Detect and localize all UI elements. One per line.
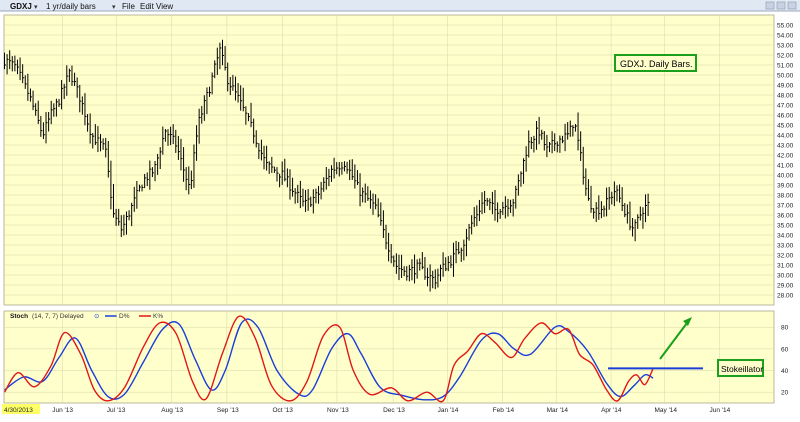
stokeillator-label: Stokeillator [721, 364, 763, 374]
price-annotation-box: GDXJ. Daily Bars. [614, 54, 697, 72]
price-tick-label: 42.00 [777, 153, 794, 160]
stochastic-axis: 20 40 60 80 [781, 325, 789, 397]
price-tick-label: 49.00 [777, 83, 794, 90]
indicator-params: (14, 7, 7) Delayed [32, 313, 84, 320]
up-arrow-icon [659, 317, 692, 360]
stokeillator-label-box: Stokeillator [717, 359, 764, 377]
chevron-down-icon: ▾ [112, 4, 116, 11]
x-axis: 4/30/2013 Jun '13 Jul '13 Aug '13 Sep '13 Oct… [2, 404, 731, 414]
price-tick-label: 44.00 [777, 133, 794, 140]
x-tick-label: 4/30/2013 [4, 407, 33, 414]
price-tick-label: 53.00 [777, 43, 794, 50]
menu-edit[interactable]: Edit [140, 2, 155, 11]
start-date-highlight [2, 404, 40, 414]
symbol-dropdown[interactable]: GDXJ ▾ [10, 2, 38, 11]
x-tick-label: Nov '13 [327, 407, 349, 414]
price-tick-label: 37.00 [777, 203, 794, 210]
price-tick-label: 31.00 [777, 263, 794, 270]
price-annotation-text: GDXJ. Daily Bars. [620, 59, 693, 69]
price-tick-label: 28.00 [777, 293, 794, 300]
legend-d-label: D% [119, 313, 130, 320]
x-tick-label: Feb '14 [493, 407, 515, 414]
price-tick-label: 34.00 [777, 233, 794, 240]
price-tick-label: 52.00 [777, 53, 794, 60]
stoch-tick-label: 20 [781, 390, 789, 397]
stoch-tick-label: 60 [781, 346, 789, 353]
x-tick-label: Jan '14 [438, 407, 459, 414]
stoch-series-k [3, 315, 654, 403]
timeframe-dropdown[interactable]: 1 yr/daily bars ▾ [46, 2, 116, 11]
x-tick-label: Sep '13 [217, 407, 239, 414]
price-tick-label: 50.00 [777, 73, 794, 80]
stoch-tick-label: 80 [781, 325, 789, 332]
price-tick-label: 35.00 [777, 223, 794, 230]
window-controls [765, 1, 797, 10]
x-tick-label: Apr '14 [601, 407, 622, 414]
close-icon[interactable] [787, 1, 797, 10]
maximize-icon[interactable] [776, 1, 786, 10]
price-tick-label: 41.00 [777, 163, 794, 170]
price-tick-label: 55.00 [777, 23, 794, 30]
timeframe-label: 1 yr/daily bars [46, 2, 96, 11]
x-tick-label: Aug '13 [161, 407, 183, 414]
menu-view[interactable]: View [156, 2, 173, 11]
stochastic-header: Stoch (14, 7, 7) Delayed ⊙ D% K% [10, 313, 163, 320]
x-tick-label: May '14 [654, 407, 677, 414]
price-tick-label: 54.00 [777, 33, 794, 40]
menu-file[interactable]: File [122, 2, 135, 11]
price-bars [4, 39, 650, 292]
stoch-tick-label: 40 [781, 368, 789, 375]
price-tick-label: 32.00 [777, 253, 794, 260]
price-tick-label: 46.00 [777, 113, 794, 120]
indicator-name: Stoch [10, 313, 28, 320]
stoch-settings-icon[interactable]: ⊙ [94, 313, 100, 320]
price-tick-label: 48.00 [777, 93, 794, 100]
price-tick-label: 45.00 [777, 123, 794, 130]
price-tick-label: 29.00 [777, 283, 794, 290]
price-tick-label: 30.00 [777, 273, 794, 280]
price-tick-label: 38.00 [777, 193, 794, 200]
price-tick-label: 43.00 [777, 143, 794, 150]
price-tick-label: 51.00 [777, 63, 794, 70]
chevron-down-icon: ▾ [34, 4, 38, 11]
x-tick-label: Jun '13 [52, 407, 73, 414]
price-tick-label: 40.00 [777, 173, 794, 180]
x-tick-label: Oct '13 [272, 407, 293, 414]
x-tick-label: Mar '14 [547, 407, 569, 414]
price-tick-label: 33.00 [777, 243, 794, 250]
toolbar-background [0, 0, 800, 11]
stochastic-lines [3, 315, 654, 403]
price-tick-label: 36.00 [777, 213, 794, 220]
symbol-label: GDXJ [10, 2, 32, 11]
x-tick-label: Dec '13 [383, 407, 405, 414]
x-tick-label: Jul '13 [107, 407, 126, 414]
price-tick-label: 39.00 [777, 183, 794, 190]
price-tick-label: 47.00 [777, 103, 794, 110]
x-tick-label: Jun '14 [710, 407, 731, 414]
price-axis: 28.00 29.00 30.00 31.00 32.00 33.00 34.00 35.00… [777, 23, 794, 300]
stochastic-panel [3, 310, 775, 404]
minimize-icon[interactable] [765, 1, 775, 10]
legend-k-label: K% [153, 313, 163, 320]
